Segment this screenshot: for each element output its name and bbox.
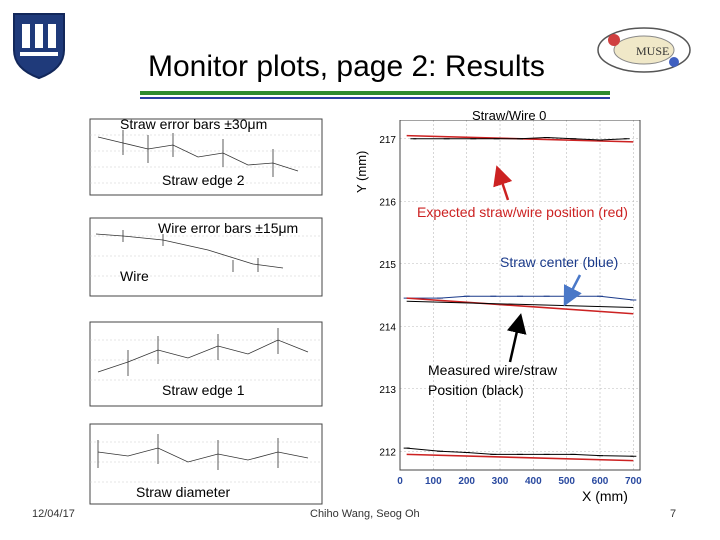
- svg-text:MUSE: MUSE: [636, 44, 669, 58]
- wire-error-bars-label: Wire error bars ±15μm: [158, 220, 299, 236]
- expected-position-note: Expected straw/wire position (red): [417, 204, 628, 220]
- slide-title: Monitor plots, page 2: Results: [148, 50, 545, 83]
- plot-straw-diameter: [78, 412, 328, 508]
- series-line: [406, 297, 634, 315]
- title-underline-blue: [140, 97, 610, 99]
- expected-arrow: [493, 165, 513, 201]
- x-tick-label: 400: [525, 476, 542, 487]
- page-number: 7: [670, 508, 677, 520]
- x-tick-label: 200: [458, 476, 475, 487]
- y-tick-label: 215: [379, 260, 396, 271]
- wire-label: Wire: [120, 268, 149, 284]
- main-chart: 217 216 215 214 213 212 0 100 200 300 400 500 600 70…: [379, 120, 642, 487]
- y-tick-label: 214: [379, 322, 396, 333]
- plot-straw-edge-2: [78, 105, 328, 200]
- main-plot-title: Straw/Wire 0: [472, 108, 547, 123]
- straw-error-bars-label: Straw error bars ±30μm: [120, 116, 268, 132]
- x-tick-label: 500: [558, 476, 575, 487]
- measured-arrow: [506, 313, 527, 363]
- measured-position-note: Measured wire/straw Position (black): [428, 362, 558, 398]
- x-tick-label: 0: [397, 476, 403, 487]
- muse-experiment-logo: MUSE: [597, 27, 691, 73]
- title-underline-green: [140, 91, 610, 95]
- x-tick-label: 600: [592, 476, 609, 487]
- footer-authors: Chiho Wang, Seog Oh: [310, 508, 420, 520]
- straw-edge-1-label: Straw edge 1: [162, 382, 245, 398]
- straw-center-arrow: [563, 274, 582, 307]
- series-line: [406, 453, 634, 462]
- plot-straw-edge-1: [78, 310, 328, 410]
- straw-edge-2-label: Straw edge 2: [162, 172, 245, 188]
- main-chart-frame: [399, 120, 641, 471]
- footer-date: 12/04/17: [32, 508, 75, 520]
- x-tick-label: 100: [425, 476, 442, 487]
- series-line: [406, 300, 634, 308]
- plot-wire: [78, 206, 328, 302]
- x-tick-label: 300: [492, 476, 509, 487]
- y-tick-label: 212: [379, 447, 396, 458]
- straw-diameter-label: Straw diameter: [136, 484, 231, 500]
- straw-center-note: Straw center (blue): [500, 254, 619, 270]
- y-tick-label: 216: [379, 197, 396, 208]
- main-plot-xlabel: X (mm): [582, 488, 628, 504]
- y-tick-label: 213: [379, 385, 396, 396]
- x-tick-label: 700: [625, 476, 642, 487]
- y-tick-label: 217: [379, 135, 396, 146]
- university-crest-logo: [13, 13, 65, 80]
